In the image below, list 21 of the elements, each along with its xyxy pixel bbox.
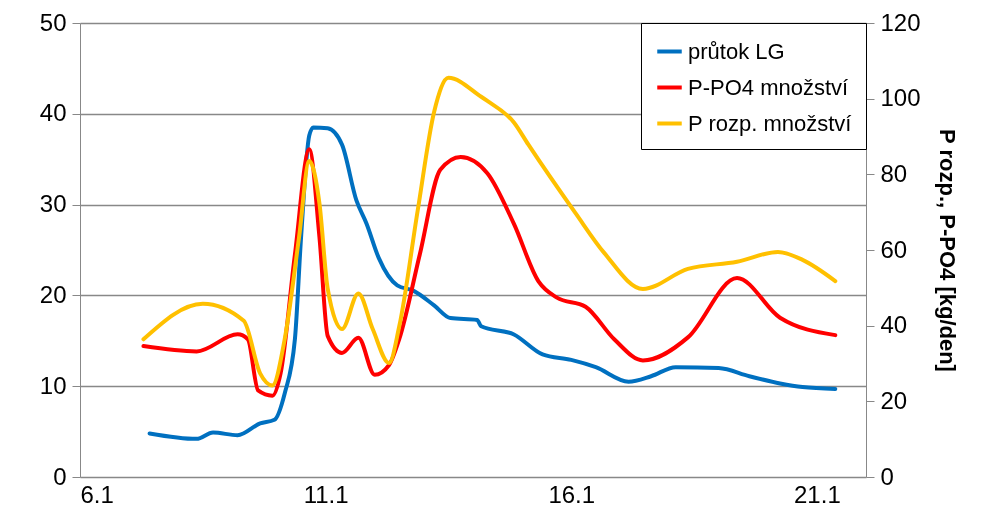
y2-tick-label: 20 xyxy=(880,386,908,414)
y2-tick-label: 100 xyxy=(880,84,921,112)
x-tick-label: 6.1 xyxy=(80,480,114,508)
y-tick-label: 30 xyxy=(39,190,67,218)
y2-tick-label: 60 xyxy=(880,235,908,263)
legend-label: P-PO4 množství xyxy=(688,74,849,100)
x-tick-label: 21.1 xyxy=(794,480,841,508)
y2-axis-title: P rozp., P-PO4 [kg/den] xyxy=(934,129,960,372)
y-tick-label: 10 xyxy=(39,371,67,399)
y-tick-label: 20 xyxy=(39,280,67,308)
x-tick-label: 16.1 xyxy=(548,480,596,508)
y-tick-label: 0 xyxy=(53,462,67,490)
y2-tick-label: 40 xyxy=(880,311,908,339)
y-tick-label: 50 xyxy=(39,8,67,36)
y2-tick-label: 120 xyxy=(880,8,921,36)
y2-tick-label: 80 xyxy=(880,159,908,187)
x-tick-label: 11.1 xyxy=(303,480,349,508)
legend-label: P rozp. množství xyxy=(688,110,852,136)
y2-tick-label: 0 xyxy=(880,462,894,490)
y-tick-label: 40 xyxy=(39,99,67,127)
legend-label: průtok LG xyxy=(688,38,785,64)
